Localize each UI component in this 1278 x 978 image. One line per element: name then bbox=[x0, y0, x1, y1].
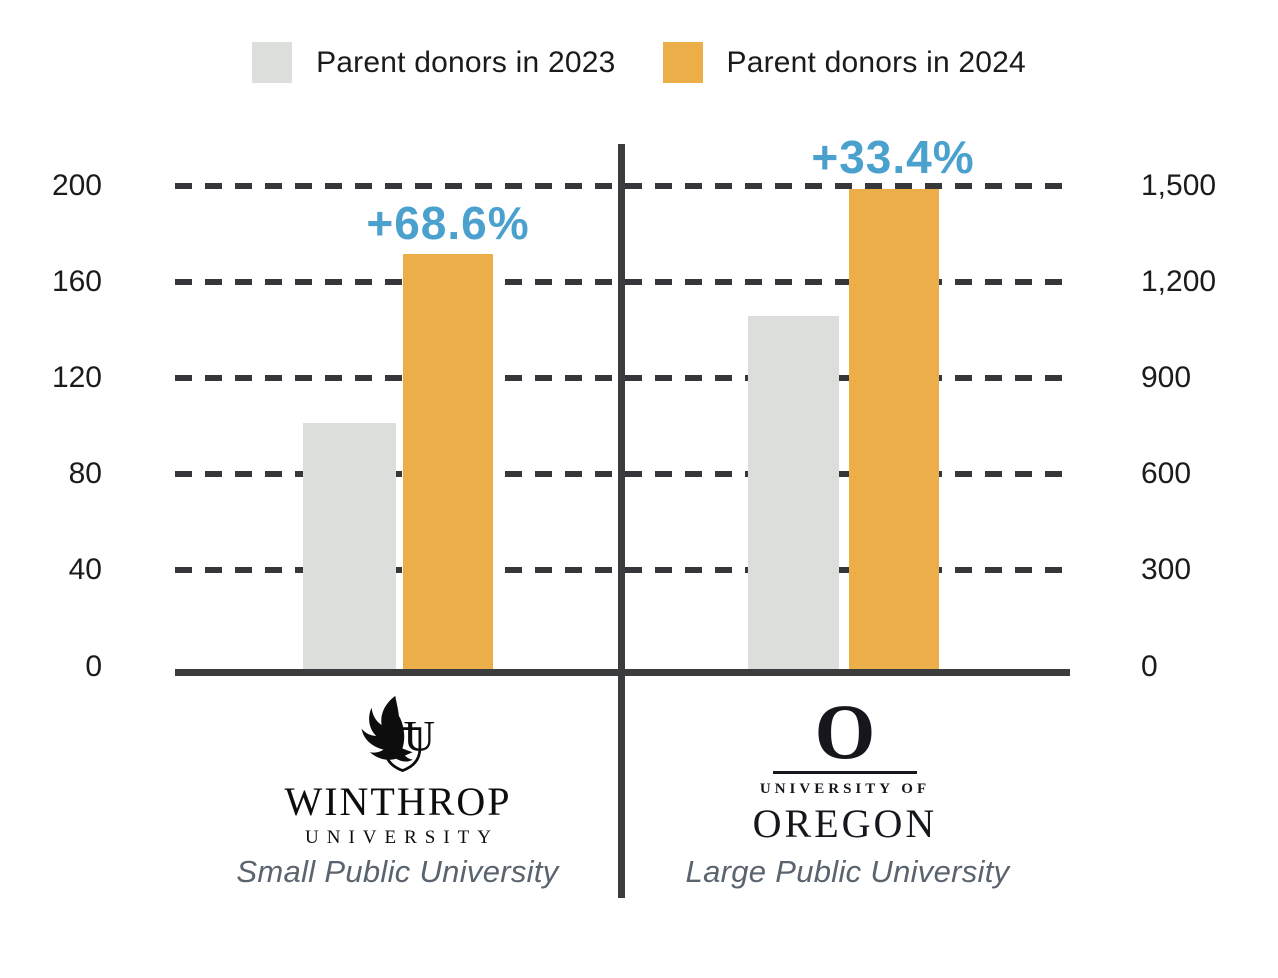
chart-legend: Parent donors in 2023 Parent donors in 2… bbox=[0, 42, 1278, 83]
bar-winthrop-2024 bbox=[403, 254, 493, 669]
legend-label-2024: Parent donors in 2024 bbox=[726, 45, 1026, 79]
annotation-oregon-increase: +33.4% bbox=[811, 131, 975, 183]
oregon-university-of-text: UNIVERSITY OF bbox=[759, 781, 931, 797]
winthrop-eagle-shield-icon: U bbox=[361, 695, 435, 772]
oregon-logo-rule bbox=[773, 771, 917, 774]
right-axis-tick-900: 900 bbox=[1141, 361, 1192, 394]
bar-oregon-2024 bbox=[849, 189, 939, 669]
winthrop-wordmark: WINTHROP bbox=[284, 779, 512, 824]
legend-item-2024: Parent donors in 2024 bbox=[662, 42, 1026, 83]
winthrop-logo: U WINTHROP UNIVERSITY bbox=[248, 694, 548, 849]
caption-large-public-university: Large Public University bbox=[685, 854, 1010, 889]
bar-winthrop-2023 bbox=[303, 423, 396, 669]
left-axis-tick-40: 40 bbox=[68, 553, 102, 586]
left-axis-tick-200: 200 bbox=[51, 169, 102, 202]
right-axis-tick-0: 0 bbox=[1141, 650, 1158, 683]
left-axis-tick-160: 160 bbox=[51, 265, 102, 298]
caption-small-public-university: Small Public University bbox=[236, 854, 559, 889]
oregon-logo: O UNIVERSITY OF OREGON bbox=[695, 688, 995, 847]
panel-divider-line bbox=[618, 144, 625, 898]
left-axis-tick-80: 80 bbox=[68, 457, 102, 490]
legend-swatch-2023 bbox=[252, 42, 293, 83]
winthrop-university-text: UNIVERSITY bbox=[305, 827, 499, 848]
legend-label-2023: Parent donors in 2023 bbox=[316, 45, 616, 79]
legend-swatch-2024 bbox=[662, 42, 703, 83]
oregon-wordmark: OREGON bbox=[752, 801, 938, 846]
right-axis-tick-1500: 1,500 bbox=[1141, 169, 1217, 202]
bar-oregon-2023 bbox=[748, 316, 839, 669]
left-axis-tick-0: 0 bbox=[85, 650, 102, 683]
annotation-winthrop-increase: +68.6% bbox=[366, 197, 530, 249]
right-axis-tick-300: 300 bbox=[1141, 553, 1192, 586]
oregon-o-icon: O bbox=[814, 688, 876, 775]
legend-item-2023: Parent donors in 2023 bbox=[252, 42, 615, 83]
right-axis-tick-600: 600 bbox=[1141, 457, 1192, 490]
left-axis-tick-120: 120 bbox=[51, 361, 102, 394]
right-axis-tick-1200: 1,200 bbox=[1141, 265, 1217, 298]
